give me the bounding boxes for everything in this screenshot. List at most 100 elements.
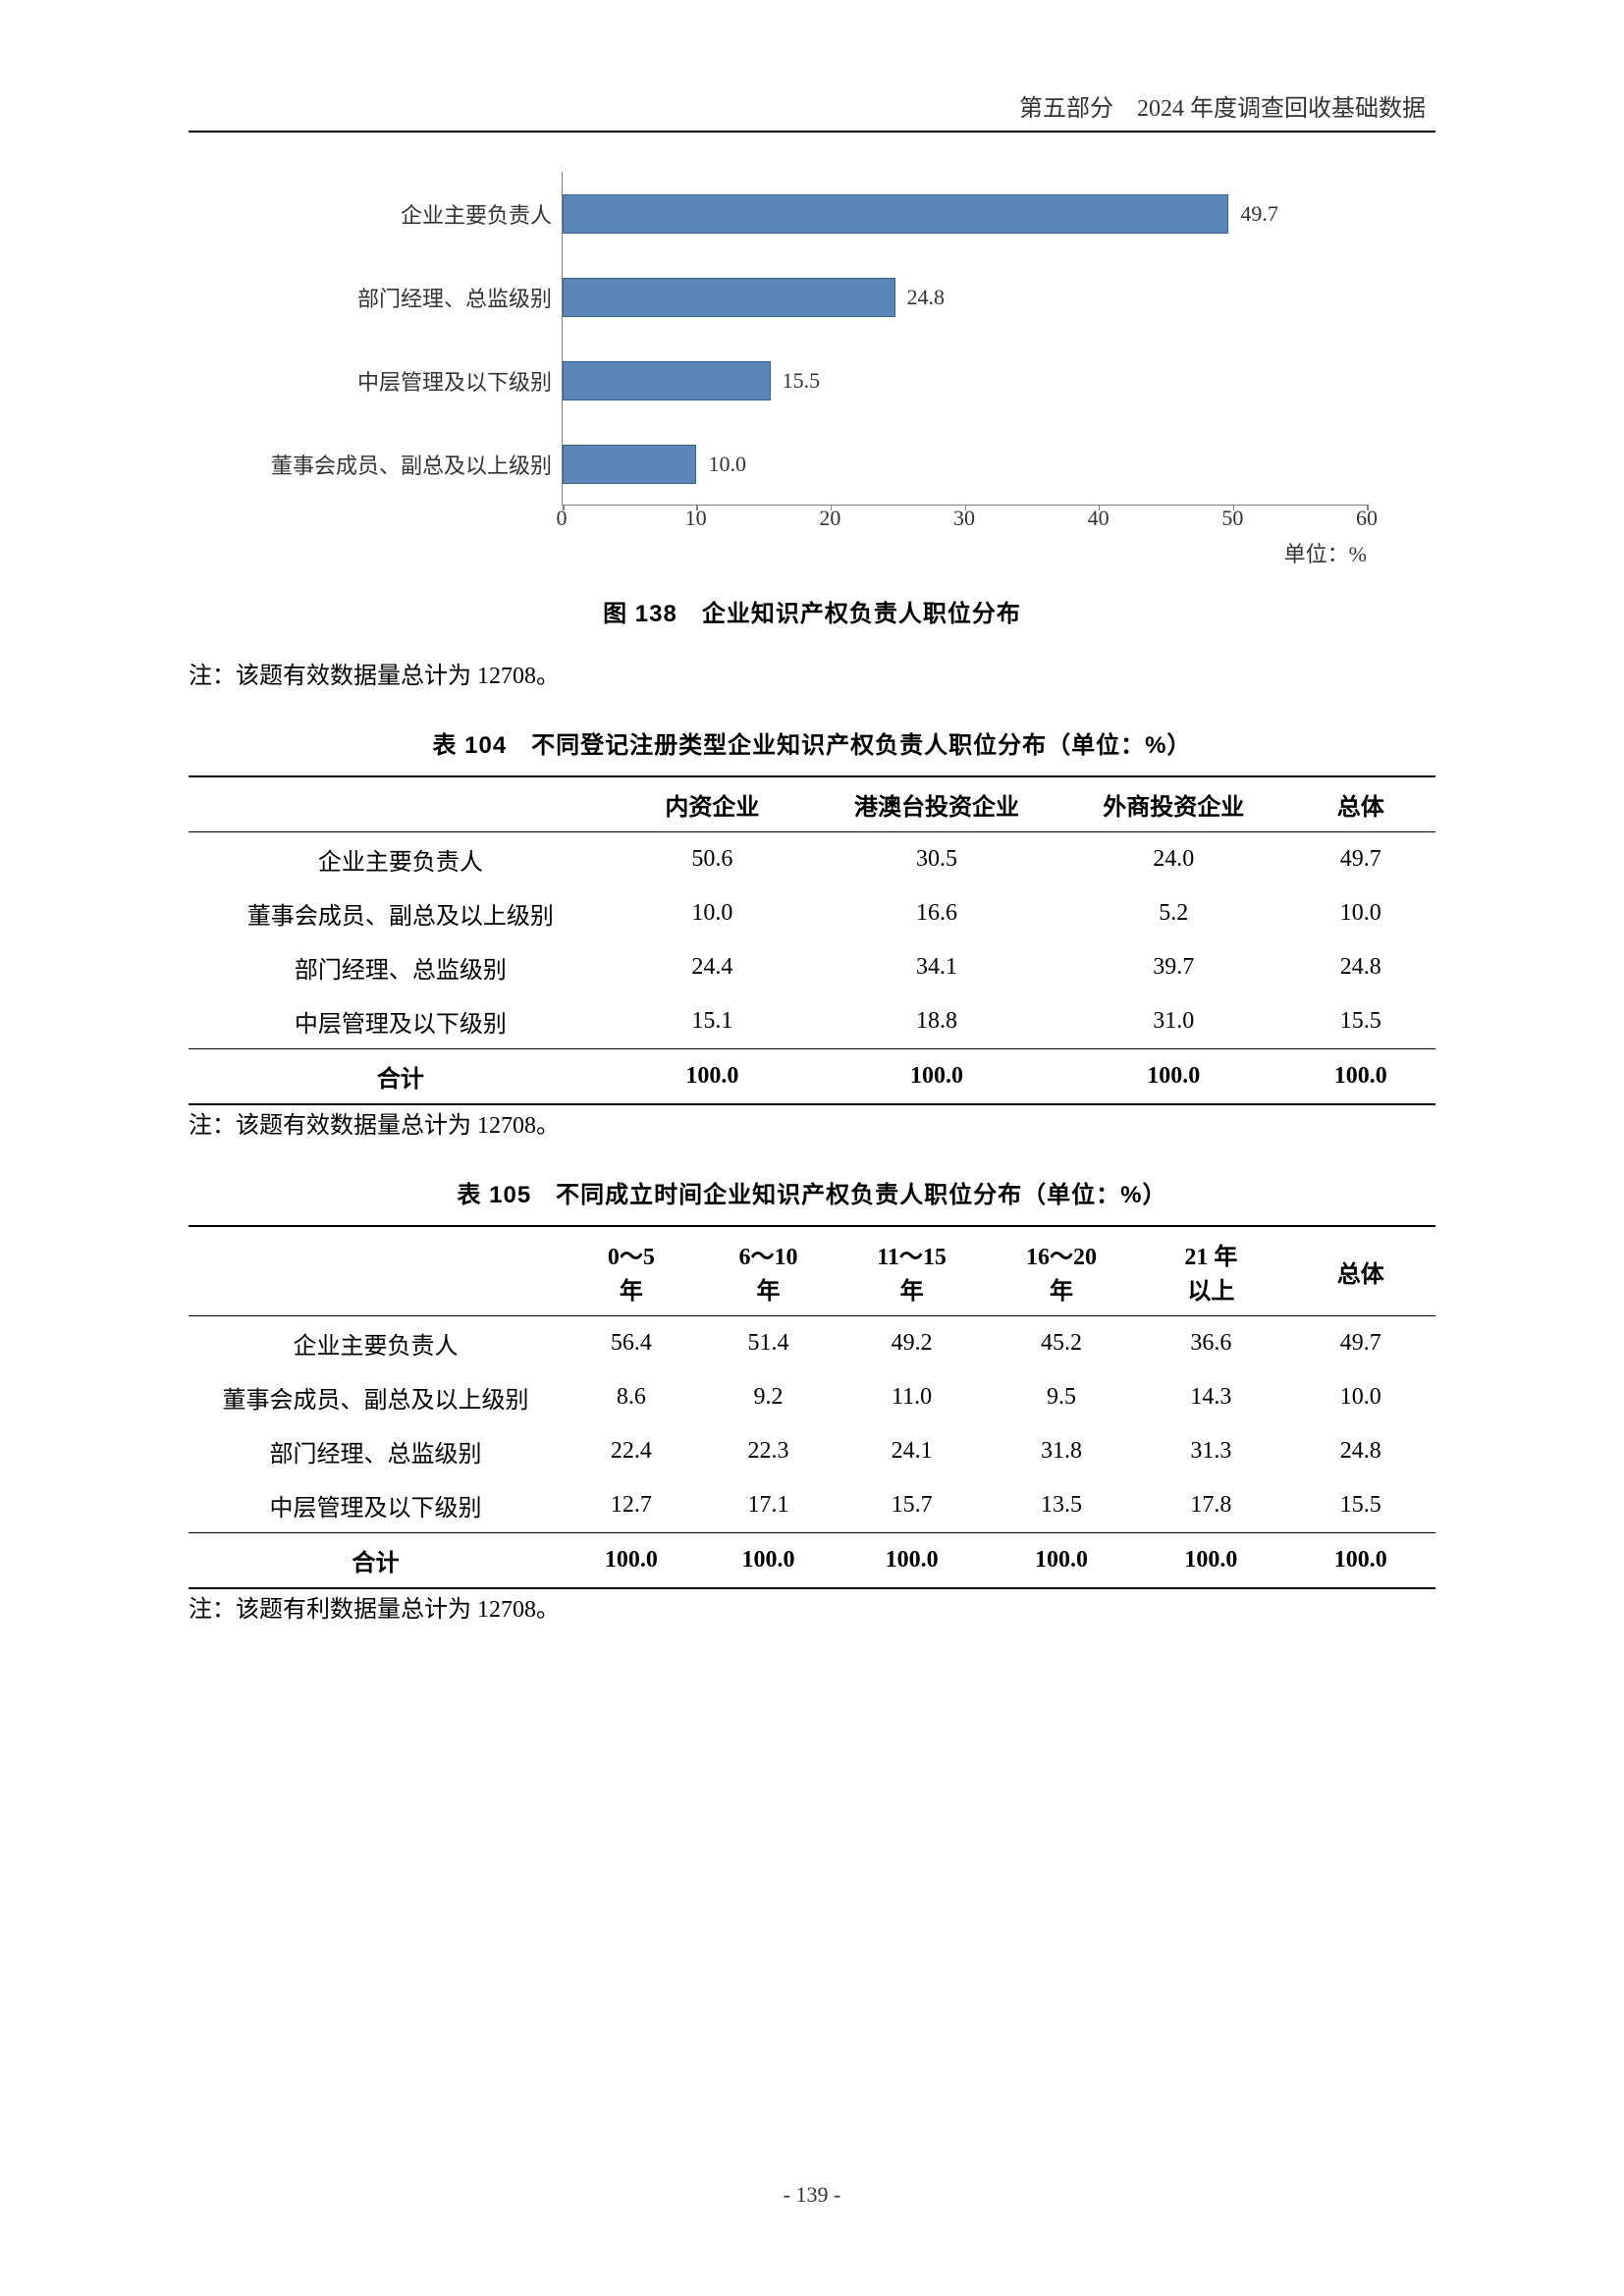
chart-note: 注：该题有效数据量总计为 12708。: [189, 656, 1435, 690]
table-header-cell: 11～15年: [837, 1226, 986, 1316]
table-cell: 15.5: [1286, 1478, 1435, 1533]
table-total-cell: 100.0: [613, 1049, 812, 1105]
table-cell: 9.2: [700, 1370, 838, 1424]
header-title: 2024 年度调查回收基础数据: [1137, 96, 1426, 122]
table-header-cell: 6～10年: [700, 1226, 838, 1316]
table-header-cell: [189, 1226, 563, 1316]
table104-note: 注：该题有效数据量总计为 12708。: [189, 1105, 1435, 1140]
table-cell: 11.0: [837, 1370, 986, 1424]
page-header: 第五部分 2024 年度调查回收基础数据: [189, 88, 1435, 133]
table-cell: 56.4: [563, 1316, 700, 1371]
table-cell: 31.8: [987, 1424, 1136, 1478]
table-cell: 31.0: [1061, 994, 1286, 1049]
x-tick-label: 40: [1088, 506, 1110, 531]
table-cell: 34.1: [812, 940, 1061, 994]
bar-value-label: 15.5: [771, 368, 821, 394]
chart-bar: 10.0: [563, 445, 696, 484]
table-cell: 10.0: [613, 886, 812, 940]
table-total-cell: 100.0: [700, 1533, 838, 1589]
table-cell: 49.7: [1286, 832, 1435, 887]
table-cell: 31.3: [1136, 1424, 1285, 1478]
chart-category-label: 中层管理及以下级别: [357, 365, 552, 397]
table-header-cell: 内资企业: [613, 776, 812, 832]
table-total-cell: 合计: [189, 1533, 563, 1589]
table-cell: 39.7: [1061, 940, 1286, 994]
table-header-cell: 16～20年: [987, 1226, 1136, 1316]
table-cell: 24.8: [1286, 1424, 1435, 1478]
chart-bar: 15.5: [563, 361, 771, 400]
table-cell: 49.7: [1286, 1316, 1435, 1371]
table-cell: 17.1: [700, 1478, 838, 1533]
table-cell: 部门经理、总监级别: [189, 940, 613, 994]
table-header-cell: 21 年以上: [1136, 1226, 1285, 1316]
table-header-cell: 0～5年: [563, 1226, 700, 1316]
table-total-cell: 合计: [189, 1049, 613, 1105]
bar-value-label: 24.8: [895, 285, 946, 310]
table-cell: 24.8: [1286, 940, 1435, 994]
bar-rect: [563, 361, 771, 400]
bar-value-label: 49.7: [1228, 201, 1278, 227]
chart-caption: 图 138 企业知识产权负责人职位分布: [189, 594, 1435, 628]
table-cell: 9.5: [987, 1370, 1136, 1424]
table-total-cell: 100.0: [1286, 1533, 1435, 1589]
table-cell: 24.4: [613, 940, 812, 994]
table-cell: 22.4: [563, 1424, 700, 1478]
table-total-cell: 100.0: [812, 1049, 1061, 1105]
page-number: - 139 -: [0, 2182, 1624, 2208]
table-cell: 36.6: [1136, 1316, 1285, 1371]
table-header-cell: 外商投资企业: [1061, 776, 1286, 832]
table-cell: 13.5: [987, 1478, 1136, 1533]
table-cell: 企业主要负责人: [189, 832, 613, 887]
table-cell: 24.1: [837, 1424, 986, 1478]
table-cell: 8.6: [563, 1370, 700, 1424]
table-cell: 50.6: [613, 832, 812, 887]
table-104: 内资企业港澳台投资企业外商投资企业总体企业主要负责人50.630.524.049…: [189, 775, 1435, 1105]
x-tick-label: 60: [1356, 506, 1378, 531]
table-cell: 15.5: [1286, 994, 1435, 1049]
table-cell: 30.5: [812, 832, 1061, 887]
table-cell: 董事会成员、副总及以上级别: [189, 886, 613, 940]
table-total-cell: 100.0: [987, 1533, 1136, 1589]
table-total-cell: 100.0: [1136, 1533, 1285, 1589]
bar-rect: [563, 194, 1228, 234]
table-header-cell: 总体: [1286, 1226, 1435, 1316]
x-tick-label: 10: [685, 506, 707, 531]
table-cell: 45.2: [987, 1316, 1136, 1371]
table-cell: 14.3: [1136, 1370, 1285, 1424]
table-cell: 董事会成员、副总及以上级别: [189, 1370, 563, 1424]
table-total-cell: 100.0: [1286, 1049, 1435, 1105]
table104-caption: 表 104 不同登记注册类型企业知识产权负责人职位分布（单位：%）: [189, 725, 1435, 760]
table105-caption: 表 105 不同成立时间企业知识产权负责人职位分布（单位：%）: [189, 1175, 1435, 1209]
table-cell: 49.2: [837, 1316, 986, 1371]
table-header-cell: 港澳台投资企业: [812, 776, 1061, 832]
table-total-cell: 100.0: [837, 1533, 986, 1589]
table-total-cell: 100.0: [1061, 1049, 1286, 1105]
table-cell: 17.8: [1136, 1478, 1285, 1533]
chart-bar: 24.8: [563, 278, 895, 317]
table-cell: 中层管理及以下级别: [189, 1478, 563, 1533]
table-cell: 22.3: [700, 1424, 838, 1478]
x-tick-label: 30: [953, 506, 975, 531]
chart-category-label: 部门经理、总监级别: [357, 282, 552, 313]
table-cell: 企业主要负责人: [189, 1316, 563, 1371]
x-tick-label: 50: [1221, 506, 1243, 531]
table-cell: 部门经理、总监级别: [189, 1424, 563, 1478]
chart-category-label: 企业主要负责人: [401, 198, 552, 230]
table-total-cell: 100.0: [563, 1533, 700, 1589]
table-105: 0～5年6～10年11～15年16～20年21 年以上总体企业主要负责人56.4…: [189, 1225, 1435, 1589]
table105-note: 注：该题有利数据量总计为 12708。: [189, 1589, 1435, 1624]
x-tick-label: 0: [557, 506, 568, 531]
table-cell: 16.6: [812, 886, 1061, 940]
table-cell: 10.0: [1286, 1370, 1435, 1424]
table-header-cell: 总体: [1286, 776, 1435, 832]
table-cell: 18.8: [812, 994, 1061, 1049]
table-cell: 24.0: [1061, 832, 1286, 887]
chart-category-label: 董事会成员、副总及以上级别: [271, 449, 552, 480]
bar-rect: [563, 445, 696, 484]
chart-bar: 49.7: [563, 194, 1228, 234]
table-cell: 51.4: [700, 1316, 838, 1371]
table-cell: 12.7: [563, 1478, 700, 1533]
table-cell: 15.1: [613, 994, 812, 1049]
table-cell: 中层管理及以下级别: [189, 994, 613, 1049]
table-cell: 10.0: [1286, 886, 1435, 940]
